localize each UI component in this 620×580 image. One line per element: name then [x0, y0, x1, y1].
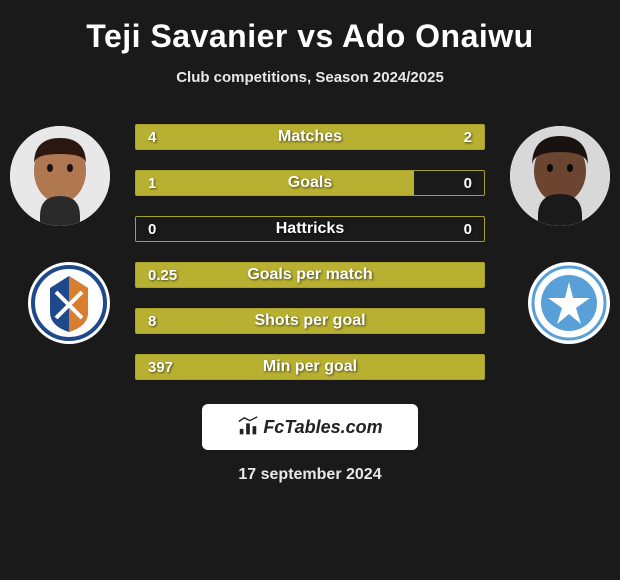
player2-name: Ado Onaiwu: [342, 18, 534, 54]
logo-text: FcTables.com: [263, 417, 382, 438]
stat-label: Hattricks: [136, 220, 484, 238]
comparison-card: Teji Savanier vs Ado Onaiwu Club competi…: [0, 0, 620, 580]
stat-value-right: 0: [464, 221, 472, 238]
chart-icon: [237, 416, 259, 438]
player1-name: Teji Savanier: [86, 18, 288, 54]
stat-row: 8Shots per goal: [135, 308, 485, 334]
fctables-logo: FcTables.com: [202, 404, 418, 450]
stat-row: 397Min per goal: [135, 354, 485, 380]
stat-row: 4Matches2: [135, 124, 485, 150]
stat-label: Goals per match: [136, 266, 484, 284]
stat-label: Goals: [136, 174, 484, 192]
title: Teji Savanier vs Ado Onaiwu: [86, 18, 533, 55]
player1-club-crest: [28, 262, 110, 344]
stat-row: 0Hattricks0: [135, 216, 485, 242]
stat-label: Min per goal: [136, 358, 484, 376]
player1-face-icon: [10, 126, 110, 226]
stat-label: Matches: [136, 128, 484, 146]
stat-value-right: 2: [464, 129, 472, 146]
player2-face-icon: [510, 126, 610, 226]
stat-row: 1Goals0: [135, 170, 485, 196]
subtitle: Club competitions, Season 2024/2025: [176, 69, 444, 86]
player1-avatar: [10, 126, 110, 226]
date-text: 17 september 2024: [0, 466, 620, 484]
stat-value-right: 0: [464, 175, 472, 192]
stat-bars: 4Matches21Goals00Hattricks00.25Goals per…: [135, 124, 485, 380]
auxerre-crest-icon: [528, 262, 610, 344]
stat-label: Shots per goal: [136, 312, 484, 330]
player2-avatar: [510, 126, 610, 226]
vs-text: vs: [297, 18, 334, 54]
player2-club-crest: [528, 262, 610, 344]
montpellier-crest-icon: [28, 262, 110, 344]
main-area: 4Matches21Goals00Hattricks00.25Goals per…: [0, 114, 620, 570]
stat-row: 0.25Goals per match: [135, 262, 485, 288]
